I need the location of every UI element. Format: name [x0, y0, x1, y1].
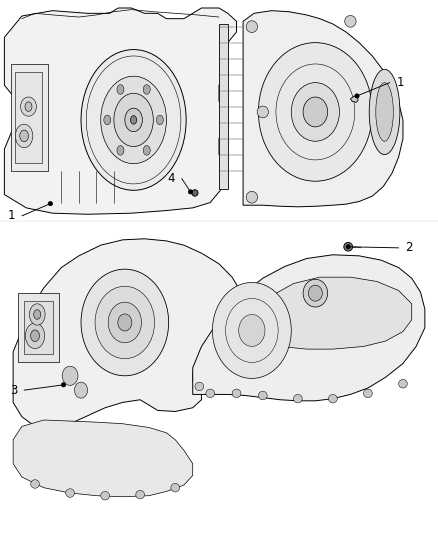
- Bar: [11, 64, 48, 171]
- Ellipse shape: [399, 379, 407, 388]
- Text: 1: 1: [396, 76, 404, 89]
- Ellipse shape: [81, 269, 169, 376]
- Ellipse shape: [156, 115, 163, 125]
- Ellipse shape: [31, 480, 39, 488]
- Text: 4: 4: [168, 172, 175, 185]
- Ellipse shape: [171, 483, 180, 492]
- Ellipse shape: [21, 97, 36, 116]
- Ellipse shape: [239, 314, 265, 346]
- Ellipse shape: [212, 282, 291, 378]
- Ellipse shape: [25, 102, 32, 111]
- Ellipse shape: [328, 394, 337, 403]
- Ellipse shape: [355, 94, 359, 98]
- Ellipse shape: [258, 43, 372, 181]
- Ellipse shape: [104, 115, 111, 125]
- Ellipse shape: [369, 69, 400, 155]
- Ellipse shape: [101, 491, 110, 500]
- Ellipse shape: [29, 304, 45, 325]
- Ellipse shape: [364, 389, 372, 398]
- Ellipse shape: [188, 190, 193, 194]
- Ellipse shape: [291, 83, 339, 141]
- Ellipse shape: [303, 97, 328, 127]
- Bar: [24, 301, 53, 354]
- Ellipse shape: [117, 85, 124, 94]
- Ellipse shape: [25, 323, 45, 349]
- Polygon shape: [350, 96, 358, 102]
- Ellipse shape: [376, 83, 393, 141]
- Ellipse shape: [136, 490, 145, 499]
- Ellipse shape: [246, 21, 258, 33]
- Ellipse shape: [34, 310, 41, 319]
- Text: 2: 2: [405, 241, 413, 254]
- Polygon shape: [243, 11, 403, 207]
- Ellipse shape: [74, 382, 88, 398]
- Ellipse shape: [62, 366, 78, 385]
- Polygon shape: [245, 277, 412, 349]
- Ellipse shape: [232, 389, 241, 398]
- Ellipse shape: [293, 394, 302, 403]
- Ellipse shape: [131, 116, 137, 124]
- Text: 1: 1: [8, 209, 15, 222]
- Ellipse shape: [81, 50, 186, 190]
- Ellipse shape: [257, 106, 268, 118]
- Ellipse shape: [48, 201, 53, 206]
- Ellipse shape: [258, 391, 267, 400]
- Polygon shape: [13, 239, 245, 429]
- Ellipse shape: [114, 93, 153, 147]
- Ellipse shape: [143, 85, 150, 94]
- Ellipse shape: [344, 243, 353, 251]
- Ellipse shape: [246, 191, 258, 203]
- Polygon shape: [4, 8, 237, 214]
- Ellipse shape: [118, 314, 132, 331]
- Ellipse shape: [125, 108, 142, 132]
- Ellipse shape: [15, 124, 33, 148]
- Polygon shape: [193, 255, 425, 401]
- Ellipse shape: [308, 285, 322, 301]
- Ellipse shape: [346, 245, 350, 249]
- Polygon shape: [219, 24, 228, 189]
- Bar: [18, 293, 59, 362]
- Ellipse shape: [303, 279, 328, 307]
- Ellipse shape: [192, 190, 198, 196]
- Ellipse shape: [66, 489, 74, 497]
- Ellipse shape: [206, 389, 215, 398]
- Ellipse shape: [195, 382, 204, 391]
- Ellipse shape: [108, 302, 141, 343]
- Ellipse shape: [31, 330, 39, 342]
- Ellipse shape: [61, 383, 66, 387]
- Bar: [15, 72, 42, 163]
- Ellipse shape: [143, 146, 150, 155]
- Ellipse shape: [20, 130, 28, 142]
- Ellipse shape: [345, 15, 356, 27]
- Ellipse shape: [95, 286, 155, 359]
- Ellipse shape: [117, 146, 124, 155]
- Polygon shape: [13, 420, 193, 497]
- Text: 3: 3: [10, 384, 18, 397]
- Ellipse shape: [101, 76, 166, 164]
